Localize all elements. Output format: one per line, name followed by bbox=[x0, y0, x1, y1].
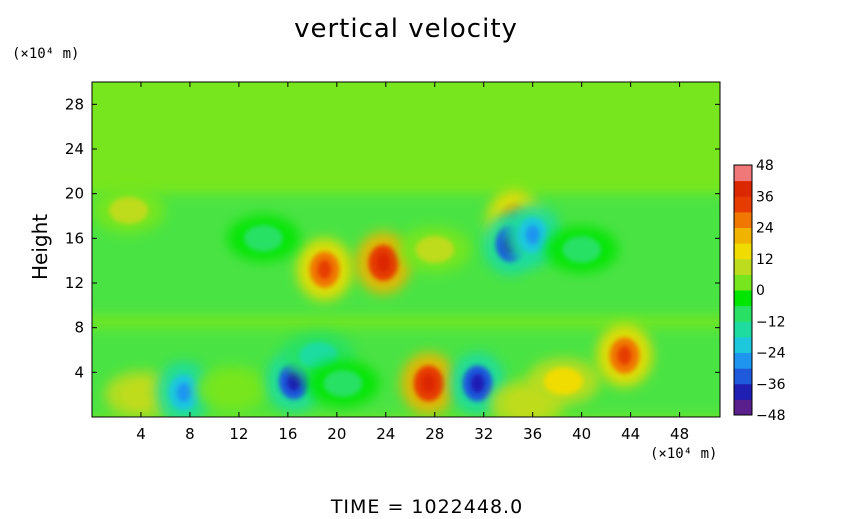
colorbar-segment bbox=[734, 227, 752, 244]
x-tick-label: 12 bbox=[229, 425, 248, 443]
colorbar-tick-label: −48 bbox=[756, 408, 786, 424]
plot-frame bbox=[91, 81, 721, 418]
colorbar-segment bbox=[734, 243, 752, 260]
x-axis: 4 8 12 16 20 24 28 32 36 40 44 48 bbox=[136, 82, 689, 443]
colorbar-tick-label: −24 bbox=[756, 346, 786, 362]
colorbar-segment bbox=[734, 305, 752, 322]
x-tick-label: 20 bbox=[327, 425, 346, 443]
colorbar-tick-label: −12 bbox=[756, 314, 786, 330]
y-tick-label: 24 bbox=[65, 140, 84, 158]
x-tick-label: 32 bbox=[474, 425, 493, 443]
colorbar-segment bbox=[734, 399, 752, 416]
colorbar-segment bbox=[734, 321, 752, 338]
colorbar-segment bbox=[734, 274, 752, 291]
colorbar: 48 36 24 12 0 −12 −24 −36 −48 bbox=[733, 158, 786, 424]
y-unit-label: (×10⁴ m) bbox=[12, 46, 80, 62]
chart-title: vertical velocity bbox=[294, 14, 518, 44]
x-tick-label: 40 bbox=[572, 425, 591, 443]
field-feature bbox=[596, 324, 653, 387]
colorbar-frame bbox=[733, 164, 753, 416]
colorbar-tick-label: 12 bbox=[756, 252, 774, 268]
y-tick-label: 12 bbox=[65, 274, 84, 292]
y-tick-label: 4 bbox=[74, 363, 84, 381]
x-tick-label: 4 bbox=[136, 425, 146, 443]
colorbar-segment bbox=[734, 180, 752, 197]
x-tick-label: 24 bbox=[376, 425, 395, 443]
colorbar-segment bbox=[734, 196, 752, 213]
x-tick-label: 16 bbox=[278, 425, 297, 443]
field-feature bbox=[296, 238, 353, 301]
field-feature bbox=[545, 226, 619, 273]
colorbar-segment bbox=[734, 383, 752, 400]
colorbar-tick-label: 48 bbox=[756, 158, 774, 174]
field-feature bbox=[526, 357, 600, 405]
colorbar-segment bbox=[734, 258, 752, 275]
field-feature bbox=[196, 365, 270, 413]
y-axis: 4 8 12 16 20 24 28 bbox=[65, 95, 720, 381]
x-tick-label: 36 bbox=[523, 425, 542, 443]
colorbar-tick-label: 24 bbox=[756, 221, 774, 237]
field-feature bbox=[400, 352, 457, 415]
y-tick-label: 16 bbox=[65, 229, 84, 247]
colorbar-segment bbox=[734, 352, 752, 369]
y-tick-label: 20 bbox=[65, 185, 84, 203]
x-tick-label: 28 bbox=[425, 425, 444, 443]
x-tick-label: 44 bbox=[621, 425, 640, 443]
field-feature bbox=[226, 214, 300, 262]
colorbar-tick-label: 36 bbox=[756, 189, 774, 205]
field-features bbox=[92, 187, 653, 417]
y-tick-label: 28 bbox=[65, 95, 84, 113]
time-footer: TIME = 1022448.0 bbox=[330, 496, 524, 518]
field-feature bbox=[92, 187, 166, 234]
colorbar-segment bbox=[734, 290, 752, 307]
colorbar-tick-label: −36 bbox=[756, 377, 786, 393]
field-feature bbox=[398, 226, 472, 273]
x-tick-label: 48 bbox=[670, 425, 689, 443]
x-tick-label: 8 bbox=[185, 425, 195, 443]
colorbar-segment bbox=[734, 211, 752, 228]
colorbar-segment bbox=[734, 368, 752, 385]
x-unit-label: (×10⁴ m) bbox=[650, 446, 718, 462]
field-feature bbox=[355, 231, 412, 295]
colorbar-tick-label: 0 bbox=[756, 283, 765, 299]
field-feature bbox=[306, 360, 380, 407]
colorbar-segment bbox=[734, 165, 752, 182]
colorbar-segment bbox=[734, 336, 752, 353]
field-feature bbox=[155, 361, 212, 417]
y-tick-label: 8 bbox=[74, 319, 84, 337]
